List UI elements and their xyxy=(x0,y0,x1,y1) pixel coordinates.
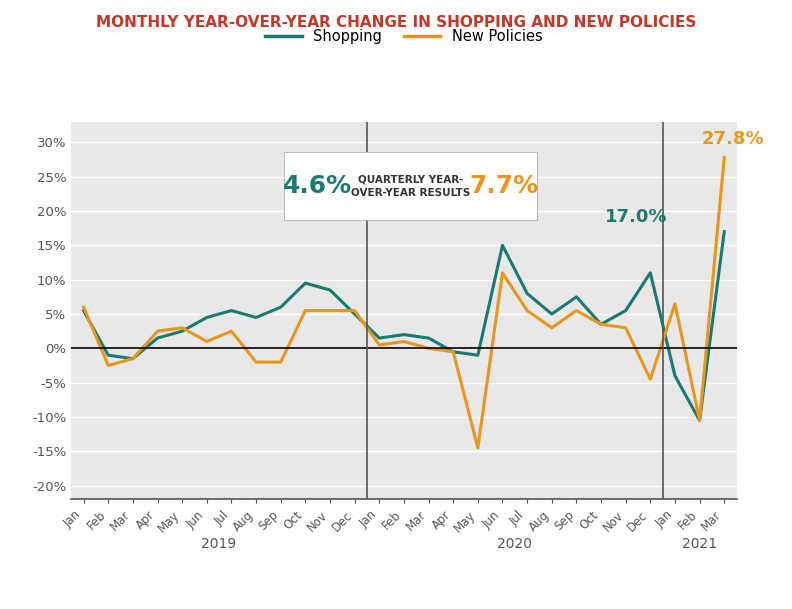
Text: 27.8%: 27.8% xyxy=(702,130,765,148)
Text: 2021: 2021 xyxy=(682,537,718,551)
Text: 4.6%: 4.6% xyxy=(283,174,352,198)
Legend: Shopping, New Policies: Shopping, New Policies xyxy=(259,23,549,50)
Text: 17.0%: 17.0% xyxy=(605,208,668,226)
Text: QUARTERLY YEAR-
OVER-YEAR RESULTS: QUARTERLY YEAR- OVER-YEAR RESULTS xyxy=(351,174,470,197)
Text: MONTHLY YEAR-OVER-YEAR CHANGE IN SHOPPING AND NEW POLICIES: MONTHLY YEAR-OVER-YEAR CHANGE IN SHOPPIN… xyxy=(96,15,696,30)
Text: 2019: 2019 xyxy=(201,537,237,551)
Text: 7.7%: 7.7% xyxy=(470,174,539,198)
Text: 2020: 2020 xyxy=(497,537,532,551)
